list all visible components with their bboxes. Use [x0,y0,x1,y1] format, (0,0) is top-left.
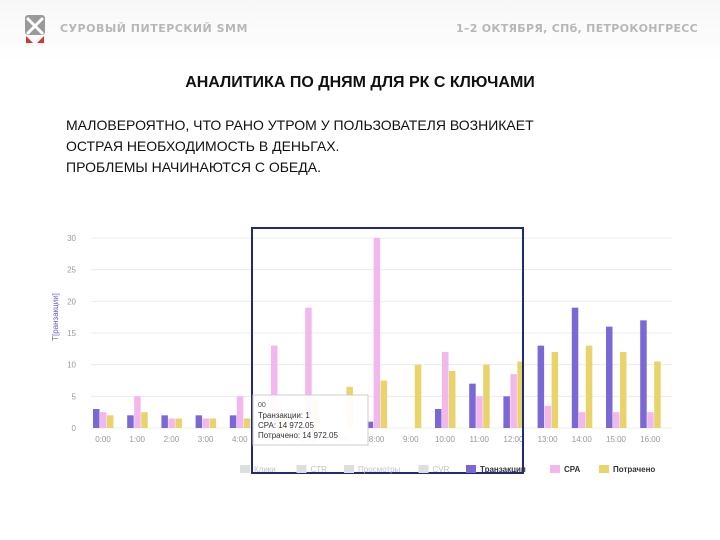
bar-cpa[interactable] [578,412,586,428]
bar-cpa[interactable] [544,405,552,428]
body-line: МАЛОВЕРОЯТНО, ЧТО РАНО УТРОМ У ПОЛЬЗОВАТ… [66,117,534,133]
bar-spent[interactable] [209,418,217,429]
tooltip-line: Потрачено: 14 972.05 [258,431,338,440]
header-bar: СУРОВЫЙ ПИТЕРСКИЙ SMM 1–2 ОКТЯБРЯ, СПб, … [0,0,720,62]
legend-swatch[interactable] [550,465,560,473]
legend-swatch[interactable] [466,465,476,473]
bar-transactions[interactable] [606,326,613,428]
bar-transactions[interactable] [195,415,203,428]
y-tick-label: 0 [72,424,77,433]
bar-cpa[interactable] [442,352,449,428]
bar-spent[interactable] [141,412,148,428]
legend-swatch[interactable] [296,465,307,473]
x-tick-label: 13:00 [538,435,559,444]
legend-label[interactable]: Транзакции [480,465,526,474]
bar-transactions[interactable] [571,307,579,428]
bar-spent[interactable] [483,364,490,428]
crossed-tools-icon [25,15,45,43]
tooltip-box [252,394,369,446]
x-tick-label: 9:00 [403,435,419,444]
slide-title: АНАЛИТИКА ПО ДНЯМ ДЛЯ РК С КЛЮЧАМИ [185,74,535,91]
x-tick-label: 11:00 [469,435,489,444]
bar-transactions[interactable] [469,383,476,428]
bar-spent[interactable] [107,415,114,428]
x-tick-label: 1:00 [129,435,145,444]
tooltip-line: Транзакции: 1 [258,411,310,420]
x-tick-label: 15:00 [606,435,627,444]
tooltip-line: CPA: 14 972.05 [258,421,314,430]
y-axis-label: Т[ранзакции] [51,293,60,341]
bar-transactions[interactable] [537,345,545,428]
bar-spent[interactable] [449,371,456,428]
legend-swatch[interactable] [240,465,250,473]
y-tick-label: 15 [67,329,76,338]
bar-cpa[interactable] [236,396,244,428]
bar-spent[interactable] [380,380,388,429]
bar-spent[interactable] [517,361,524,429]
x-tick-label: 3:00 [198,435,214,444]
bar-transactions[interactable] [640,320,647,428]
bar-spent[interactable] [654,361,661,429]
bar-chart: 0 5 10 15 20 25 30 Т[ранзакции] 0:00 1:00 2:00 3:00… [51,227,672,474]
y-tick-label: 30 [67,234,76,243]
legend-label[interactable]: Клики [254,465,276,474]
legend-label[interactable]: Потрачено [613,465,655,474]
bar-cpa[interactable] [476,396,483,428]
legend-label[interactable]: Просмотры [358,465,401,474]
bar-transactions[interactable] [93,409,100,428]
legend-label[interactable]: CPA [564,465,581,474]
bar-spent[interactable] [414,364,422,428]
bar-cpa[interactable] [271,345,278,428]
event-info: 1–2 ОКТЯБРЯ, СПб, ПЕТРОКОНГРЕСС [455,22,698,35]
bar-spent[interactable] [175,418,182,429]
body-line: ПРОБЛЕМЫ НАЧИНАЮТСЯ С ОБЕДА. [66,159,321,175]
bar-cpa[interactable] [373,238,381,428]
x-tick-label: 0:00 [95,435,111,444]
bar-cpa[interactable] [134,396,141,428]
x-tick-label: 10:00 [435,435,456,444]
bar-transactions[interactable] [503,396,510,428]
bar-transactions[interactable] [229,415,237,428]
legend-label[interactable]: CTR [311,465,328,474]
slide-body: МАЛОВЕРОЯТНО, ЧТО РАНО УТРОМ У ПОЛЬЗОВАТ… [66,115,676,178]
bar-spent[interactable] [620,352,627,428]
bar-spent[interactable] [585,345,593,428]
bar-cpa[interactable] [647,412,654,428]
body-line: ОСТРАЯ НЕОБХОДИМОСТЬ В ДЕНЬГАХ. [66,138,340,154]
x-tick-label: 16:00 [640,435,661,444]
legend-swatch[interactable] [344,465,354,473]
bar-cpa[interactable] [100,412,107,428]
x-tick-label: 14:00 [572,435,593,444]
legend-swatch[interactable] [599,465,609,473]
bar-transactions[interactable] [366,421,374,428]
legend-swatch[interactable] [418,465,429,473]
bar-spent[interactable] [551,352,559,428]
bar-cpa[interactable] [168,418,175,429]
y-tick-label: 5 [72,392,77,401]
x-tick-label: 12:00 [503,435,524,444]
y-tick-label: 20 [67,297,76,306]
x-tick-label: 8:00 [369,435,385,444]
bar-cpa[interactable] [202,418,210,429]
bar-cpa[interactable] [613,412,620,428]
bar-spent[interactable] [243,418,251,429]
bar-transactions[interactable] [435,409,442,428]
legend-label[interactable]: CVR [433,465,450,474]
chart-panel: 0 5 10 15 20 25 30 Т[ранзакции] 0:00 1:00 2:00 3:00… [46,207,674,492]
bar-transactions[interactable] [127,415,134,428]
y-tick-label: 10 [67,361,76,370]
bar-cpa[interactable] [305,307,312,428]
bar-cpa[interactable] [510,374,517,428]
highlight-box [251,227,524,474]
brand-title: СУРОВЫЙ ПИТЕРСКИЙ SMM [60,22,248,35]
y-tick-label: 25 [67,266,76,275]
x-tick-label: 4:00 [232,435,248,444]
tooltip-header: 00 [258,402,266,409]
x-tick-label: 2:00 [164,435,180,444]
bar-transactions[interactable] [161,415,168,428]
